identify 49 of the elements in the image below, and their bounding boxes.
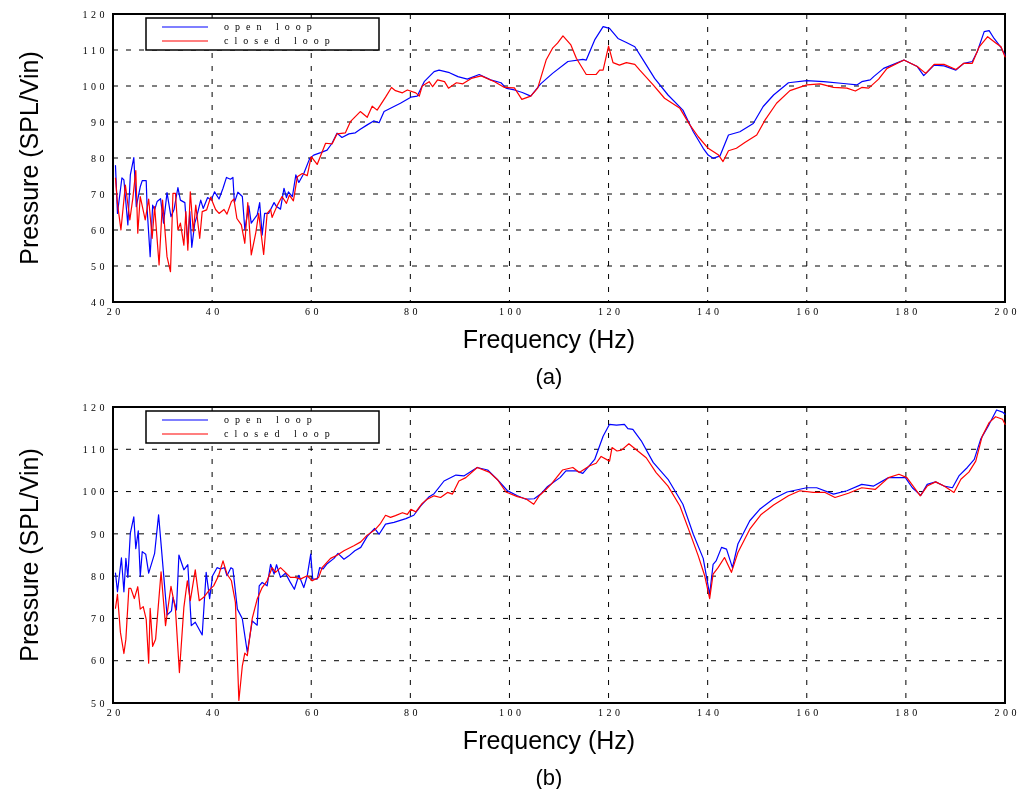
y-tick-label: 50 (91, 697, 108, 709)
legend-label: closed loop (224, 35, 336, 46)
x-tick-label: 80 (404, 707, 422, 719)
x-tick-label: 140 (697, 306, 723, 318)
y-tick-label: 90 (91, 116, 108, 128)
x-tick-label: 200 (994, 306, 1020, 318)
legend-label: closed loop (224, 428, 336, 439)
y-tick-label: 110 (82, 44, 108, 56)
y-tick-label: 40 (91, 296, 108, 308)
y-axis-title: Pressure (SPL/Vin) (15, 51, 43, 265)
line-series (114, 409, 1006, 653)
x-tick-label: 140 (697, 707, 723, 719)
y-tick-label: 120 (82, 401, 108, 413)
y-tick-label: 60 (91, 655, 108, 667)
text: (a) (535, 364, 563, 389)
x-tick-label: 180 (895, 306, 921, 318)
line-series (114, 416, 1006, 702)
x-tick-label: 40 (205, 306, 223, 318)
x-tick-label: 160 (796, 306, 822, 318)
y-tick-label: 60 (91, 224, 108, 236)
x-axis-title: Frequency (Hz) (462, 325, 636, 353)
x-tick-label: 20 (106, 306, 124, 318)
x-tick-label: 40 (205, 707, 223, 719)
x-tick-label: 20 (106, 707, 124, 719)
y-tick-label: 70 (91, 613, 108, 625)
y-tick-label: 100 (82, 486, 108, 498)
y-axis-title: Pressure (SPL/Vin) (15, 448, 43, 662)
y-tick-label: 70 (91, 188, 108, 200)
x-tick-label: 100 (498, 707, 525, 719)
x-tick-label: 60 (304, 707, 322, 719)
x-tick-label: 120 (598, 707, 624, 719)
y-tick-label: 80 (91, 570, 108, 582)
x-tick-label: 120 (598, 306, 624, 318)
x-tick-label: 180 (895, 707, 921, 719)
legend-label: open loop (224, 21, 318, 32)
text: (b) (535, 765, 563, 789)
y-tick-label: 80 (91, 152, 108, 164)
y-tick-label: 90 (91, 528, 108, 540)
legend-label: open loop (224, 414, 318, 425)
y-tick-label: 110 (82, 443, 108, 455)
y-tick-label: 50 (91, 260, 108, 272)
x-tick-label: 60 (304, 306, 322, 318)
x-tick-label: 100 (498, 306, 525, 318)
y-tick-label: 120 (82, 8, 108, 20)
x-tick-label: 160 (796, 707, 822, 719)
x-tick-label: 200 (994, 707, 1020, 719)
y-tick-label: 100 (82, 80, 108, 92)
x-axis-title: Frequency (Hz) (462, 726, 636, 754)
x-tick-label: 80 (404, 306, 422, 318)
